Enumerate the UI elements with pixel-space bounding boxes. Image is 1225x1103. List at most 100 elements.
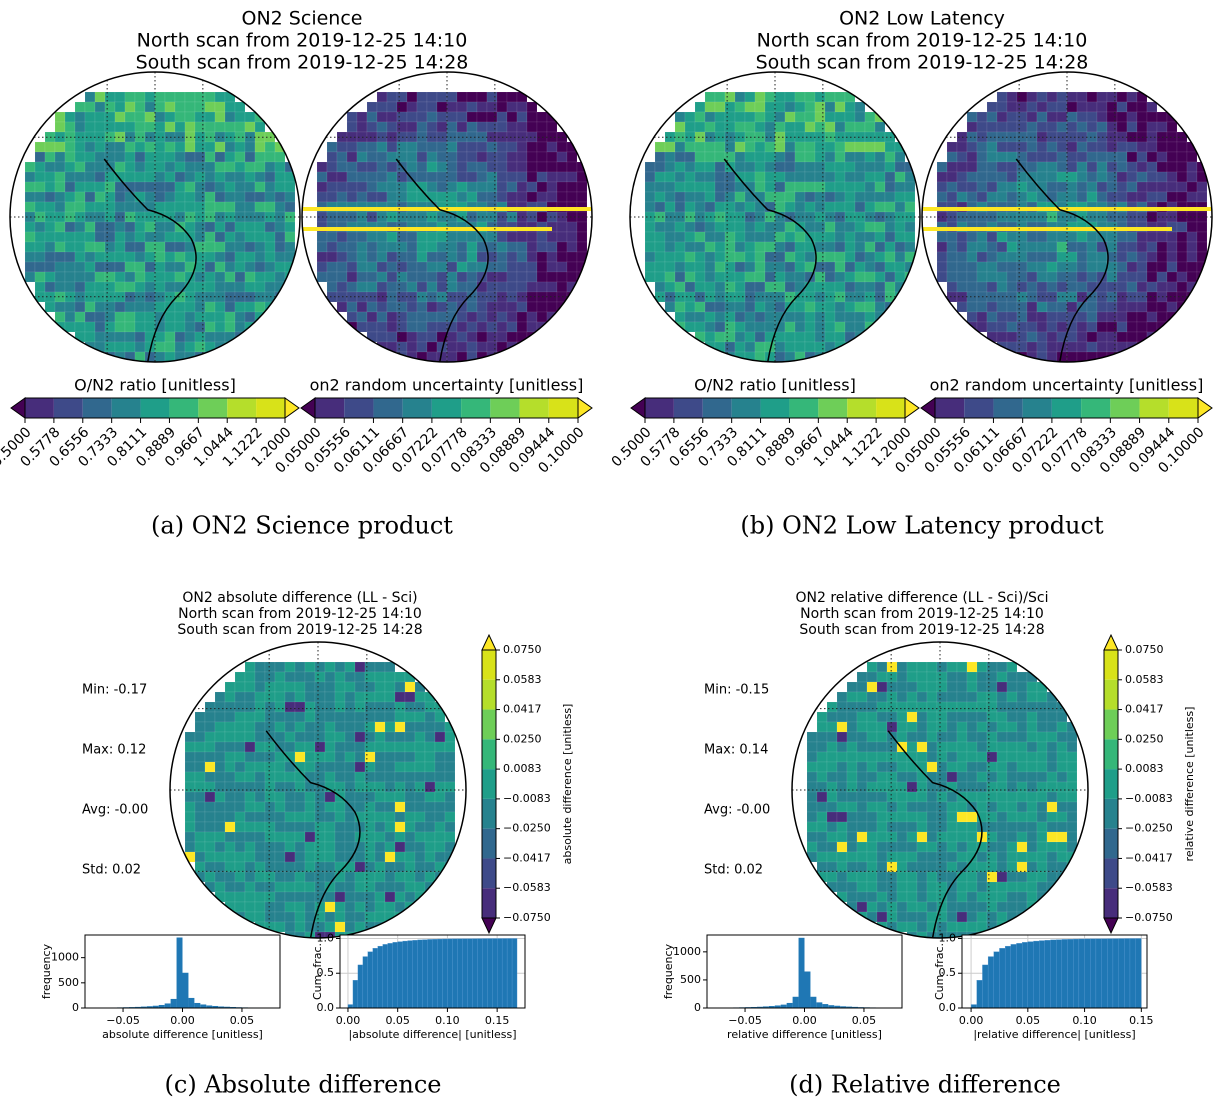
- map-cell: [1137, 112, 1147, 122]
- map-cell: [405, 712, 415, 722]
- map-cell: [285, 812, 295, 822]
- map-cell: [807, 772, 817, 782]
- map-cell: [245, 832, 255, 842]
- map-cell: [755, 102, 765, 112]
- map-cell: [805, 152, 815, 162]
- map-cell: [857, 802, 867, 812]
- map-cell: [895, 252, 905, 262]
- map-cell: [837, 862, 847, 872]
- map-cell: [345, 842, 355, 852]
- map-cell: [195, 102, 205, 112]
- map-cell: [387, 272, 397, 282]
- map-cell: [467, 242, 477, 252]
- map-cell: [1007, 112, 1017, 122]
- map-cell: [295, 722, 305, 732]
- map-cell: [275, 192, 285, 202]
- map-cell: [245, 712, 255, 722]
- map-cell: [487, 262, 497, 272]
- map-cell: [467, 172, 477, 182]
- map-cell: [255, 302, 265, 312]
- map-cell: [55, 282, 65, 292]
- map-cell: [875, 152, 885, 162]
- map-cell: [885, 232, 895, 242]
- map-cell: [1027, 892, 1037, 902]
- map-cell: [977, 182, 987, 192]
- map-cell: [987, 872, 997, 882]
- map-cell: [105, 262, 115, 272]
- map-cell: [1087, 172, 1097, 182]
- map-cell: [735, 272, 745, 282]
- map-cell: [1127, 192, 1137, 202]
- map-cell: [507, 242, 517, 252]
- map-cell: [1097, 152, 1107, 162]
- map-cell: [775, 172, 785, 182]
- map-cell: [887, 662, 897, 672]
- y-tick-label: 1000: [673, 945, 701, 958]
- map-cell: [1037, 242, 1047, 252]
- map-cell: [85, 322, 95, 332]
- map-cell: [807, 762, 817, 772]
- map-cell: [785, 92, 795, 102]
- map-cell: [385, 902, 395, 912]
- map-cell: [845, 142, 855, 152]
- map-cell: [245, 302, 255, 312]
- map-cell: [967, 672, 977, 682]
- map-cell: [375, 702, 385, 712]
- map-cell: [195, 92, 205, 102]
- map-cell: [927, 742, 937, 752]
- map-cell: [835, 252, 845, 262]
- map-cell: [805, 102, 815, 112]
- map-cell: [417, 322, 427, 332]
- map-cell: [235, 862, 245, 872]
- map-cell: [1057, 252, 1067, 262]
- map-cell: [517, 152, 527, 162]
- map-cell: [745, 302, 755, 312]
- map-cell: [305, 672, 315, 682]
- map-cell: [275, 922, 285, 932]
- map-cell: [285, 932, 295, 942]
- map-cell: [265, 222, 275, 232]
- map-cell: [1047, 302, 1057, 312]
- map-cell: [967, 162, 977, 172]
- map-cell: [1067, 792, 1077, 802]
- map-cell: [855, 142, 865, 152]
- map-cell: [255, 192, 265, 202]
- map-cell: [977, 692, 987, 702]
- colorbar-segment: [1104, 829, 1118, 859]
- map-cell: [45, 252, 55, 262]
- map-cell: [997, 862, 1007, 872]
- map-cell: [527, 172, 537, 182]
- map-cell: [795, 312, 805, 322]
- map-cell: [1147, 322, 1157, 332]
- map-cell: [835, 322, 845, 332]
- map-cell: [95, 152, 105, 162]
- map-cell: [1127, 322, 1137, 332]
- map-cell: [765, 252, 775, 262]
- map-cell: [55, 262, 65, 272]
- map-cell: [517, 102, 527, 112]
- bar: [816, 1002, 822, 1008]
- map-cell: [1037, 792, 1047, 802]
- map-cell: [387, 172, 397, 182]
- map-cell: [745, 102, 755, 112]
- map-cell: [315, 792, 325, 802]
- map-cell: [145, 282, 155, 292]
- map-cell: [255, 882, 265, 892]
- map-cell: [1147, 232, 1157, 242]
- map-cell: [1047, 232, 1057, 242]
- map-cell: [1027, 842, 1037, 852]
- map-cell: [1017, 722, 1027, 732]
- map-cell: [497, 182, 507, 192]
- map-cell: [405, 742, 415, 752]
- map-cell: [1047, 772, 1057, 782]
- map-cell: [1187, 262, 1197, 272]
- map-cell: [345, 922, 355, 932]
- colorbar-segment: [490, 398, 519, 418]
- map-cell: [1157, 122, 1167, 132]
- map-cell: [225, 222, 235, 232]
- map-cell: [1027, 152, 1037, 162]
- map-cell: [907, 722, 917, 732]
- map-cell: [867, 892, 877, 902]
- map-cell: [977, 762, 987, 772]
- map-cell: [225, 732, 235, 742]
